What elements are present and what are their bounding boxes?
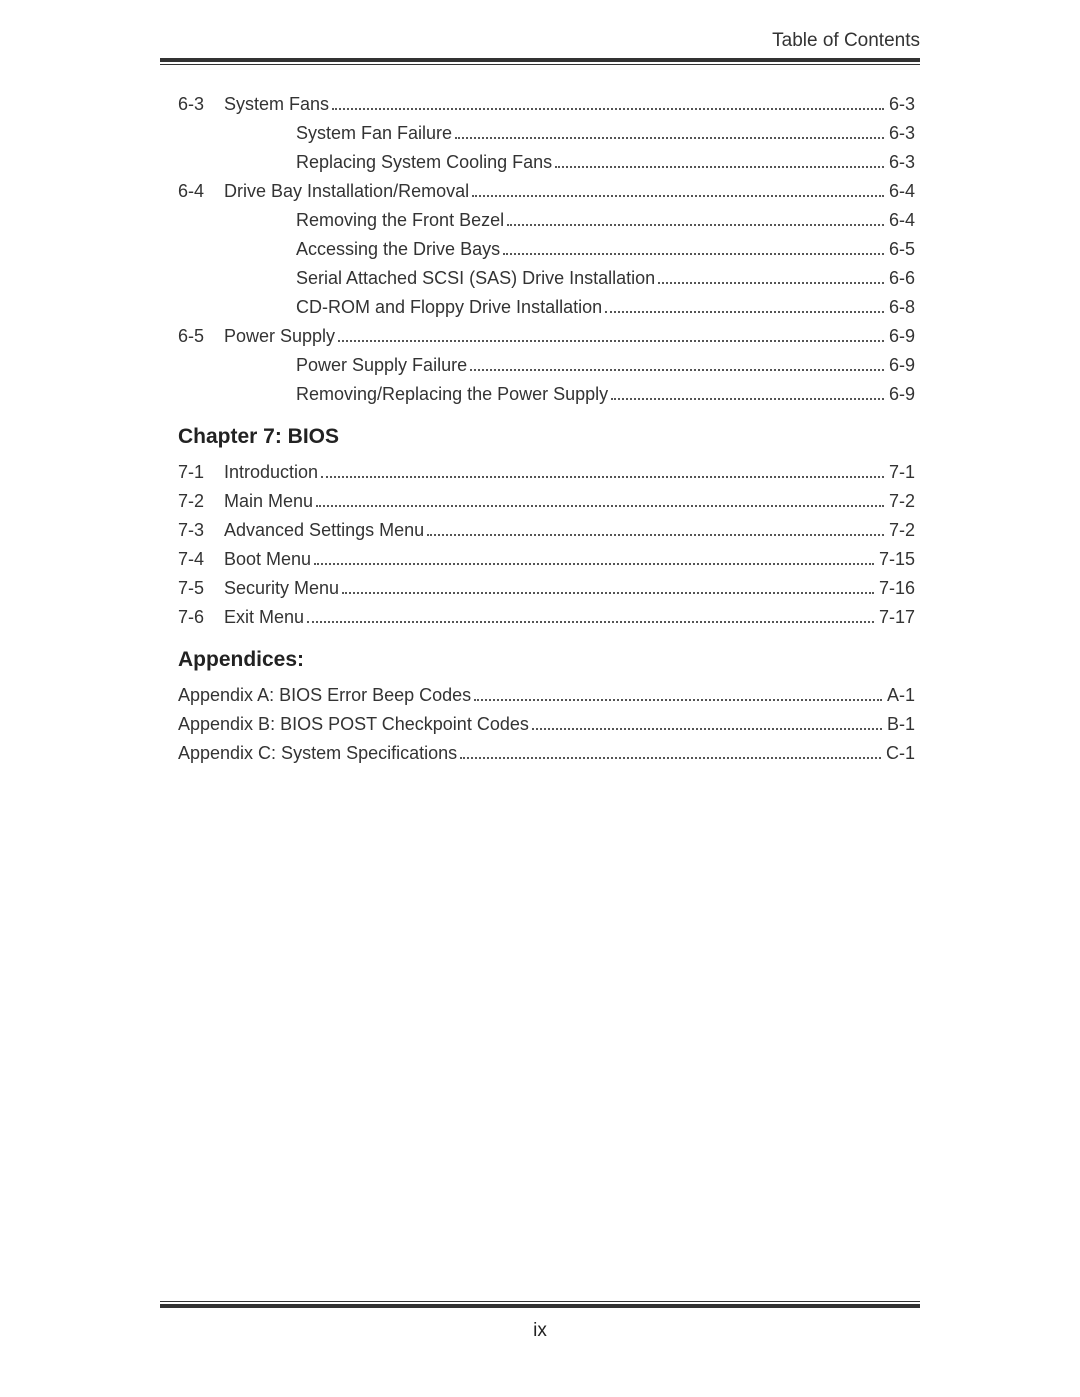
- toc-entry-label: Appendix A: BIOS Error Beep Codes: [178, 686, 471, 704]
- toc-appendix-entry: Appendix B: BIOS POST Checkpoint Codes B-…: [178, 715, 915, 733]
- page: Table of Contents 6-3System Fans6-3Syste…: [0, 0, 1080, 1397]
- toc-leader-dots: [455, 137, 884, 139]
- toc-leader-dots: [427, 534, 884, 536]
- toc-entry-page: 6-6: [887, 269, 915, 287]
- toc-entry-page: 7-15: [877, 550, 915, 568]
- toc-entry: System Fan Failure 6-3: [178, 124, 915, 142]
- toc-entry-page: 7-17: [877, 608, 915, 626]
- toc-entry: 7-6Exit Menu 7-17: [178, 608, 915, 626]
- toc-entry-number: 7-5: [178, 579, 224, 597]
- toc-entry-label: Appendix C: System Specifications: [178, 744, 457, 762]
- toc-leader-dots: [472, 195, 884, 197]
- toc-leader-dots: [321, 476, 884, 478]
- footer-rule: [160, 1301, 920, 1308]
- toc-leader-dots: [342, 592, 874, 594]
- toc-entry: Removing/Replacing the Power Supply 6-9: [178, 385, 915, 403]
- toc-appendix-entry: Appendix A: BIOS Error Beep Codes A-1: [178, 686, 915, 704]
- toc-entry-label: Replacing System Cooling Fans: [296, 153, 552, 171]
- toc-entry: 7-5Security Menu 7-16: [178, 579, 915, 597]
- toc-entry-label: Security Menu: [224, 579, 339, 597]
- toc-entry: Replacing System Cooling Fans 6-3: [178, 153, 915, 171]
- toc-entry: 6-5Power Supply 6-9: [178, 327, 915, 345]
- toc-entry-label: Power Supply: [224, 327, 335, 345]
- footer: ix: [160, 1301, 920, 1342]
- toc-entry-label: Appendix B: BIOS POST Checkpoint Codes: [178, 715, 529, 733]
- toc-entry-label: Serial Attached SCSI (SAS) Drive Install…: [296, 269, 655, 287]
- toc-entry: CD-ROM and Floppy Drive Installation 6-8: [178, 298, 915, 316]
- toc-entry: Accessing the Drive Bays 6-5: [178, 240, 915, 258]
- toc-entry-number: 7-1: [178, 463, 224, 481]
- toc-leader-dots: [338, 340, 884, 342]
- toc-entry-page: 6-4: [887, 211, 915, 229]
- toc-leader-dots: [532, 728, 882, 730]
- toc-entry-number: 6-5: [178, 327, 224, 345]
- toc-entry-page: 6-5: [887, 240, 915, 258]
- toc-entry-page: 7-2: [887, 492, 915, 510]
- toc-leader-dots: [470, 369, 884, 371]
- toc-leader-dots: [605, 311, 884, 313]
- toc-content: 6-3System Fans6-3System Fan Failure6-3Re…: [160, 95, 920, 762]
- toc-entry-label: Power Supply Failure: [296, 356, 467, 374]
- toc-leader-dots: [658, 282, 884, 284]
- toc-entry-page: 6-3: [887, 95, 915, 113]
- toc-entry-page: C-1: [884, 744, 915, 762]
- page-number: ix: [160, 1320, 920, 1342]
- toc-entry-label: Drive Bay Installation/Removal: [224, 182, 469, 200]
- toc-entry: Removing the Front Bezel 6-4: [178, 211, 915, 229]
- toc-entry-number: 7-6: [178, 608, 224, 626]
- section-heading: Chapter 7: BIOS: [178, 425, 915, 449]
- toc-entry-label: Removing the Front Bezel: [296, 211, 504, 229]
- toc-entry-label: Main Menu: [224, 492, 313, 510]
- toc-entry: 7-1Introduction7-1: [178, 463, 915, 481]
- toc-entry-label: Introduction: [224, 463, 318, 481]
- toc-leader-dots: [332, 108, 884, 110]
- toc-entry-number: 7-4: [178, 550, 224, 568]
- toc-leader-dots: [307, 621, 874, 623]
- toc-entry-page: 6-9: [887, 385, 915, 403]
- toc-leader-dots: [507, 224, 884, 226]
- toc-entry-label: System Fans: [224, 95, 329, 113]
- toc-entry: Power Supply Failure 6-9: [178, 356, 915, 374]
- header-title: Table of Contents: [160, 30, 920, 58]
- toc-entry-number: 6-4: [178, 182, 224, 200]
- toc-entry-label: Boot Menu: [224, 550, 311, 568]
- toc-entry-label: Accessing the Drive Bays: [296, 240, 500, 258]
- toc-entry: Serial Attached SCSI (SAS) Drive Install…: [178, 269, 915, 287]
- toc-leader-dots: [555, 166, 884, 168]
- toc-entry-label: System Fan Failure: [296, 124, 452, 142]
- toc-entry: 7-2Main Menu7-2: [178, 492, 915, 510]
- toc-entry-label: CD-ROM and Floppy Drive Installation: [296, 298, 602, 316]
- toc-leader-dots: [611, 398, 884, 400]
- header-rule: [160, 58, 920, 65]
- toc-leader-dots: [314, 563, 874, 565]
- toc-entry-label: Removing/Replacing the Power Supply: [296, 385, 608, 403]
- toc-entry-number: 6-3: [178, 95, 224, 113]
- toc-entry-page: B-1: [885, 715, 915, 733]
- toc-entry-page: 6-3: [887, 124, 915, 142]
- toc-entry-page: 6-3: [887, 153, 915, 171]
- toc-entry-page: 7-1: [887, 463, 915, 481]
- toc-entry: 7-3Advanced Settings Menu 7-2: [178, 521, 915, 539]
- toc-entry-page: 7-16: [877, 579, 915, 597]
- toc-leader-dots: [460, 757, 881, 759]
- toc-entry-page: 6-8: [887, 298, 915, 316]
- toc-entry-page: 6-4: [887, 182, 915, 200]
- toc-leader-dots: [503, 253, 884, 255]
- section-heading: Appendices:: [178, 648, 915, 672]
- toc-entry-page: A-1: [885, 686, 915, 704]
- toc-entry-page: 7-2: [887, 521, 915, 539]
- toc-entry-number: 7-2: [178, 492, 224, 510]
- toc-entry-label: Exit Menu: [224, 608, 304, 626]
- toc-leader-dots: [316, 505, 884, 507]
- toc-entry: 6-4Drive Bay Installation/Removal6-4: [178, 182, 915, 200]
- toc-entry-page: 6-9: [887, 356, 915, 374]
- toc-entry: 6-3System Fans6-3: [178, 95, 915, 113]
- toc-leader-dots: [474, 699, 882, 701]
- toc-entry-number: 7-3: [178, 521, 224, 539]
- toc-appendix-entry: Appendix C: System Specifications C-1: [178, 744, 915, 762]
- toc-entry-page: 6-9: [887, 327, 915, 345]
- toc-entry-label: Advanced Settings Menu: [224, 521, 424, 539]
- toc-entry: 7-4Boot Menu 7-15: [178, 550, 915, 568]
